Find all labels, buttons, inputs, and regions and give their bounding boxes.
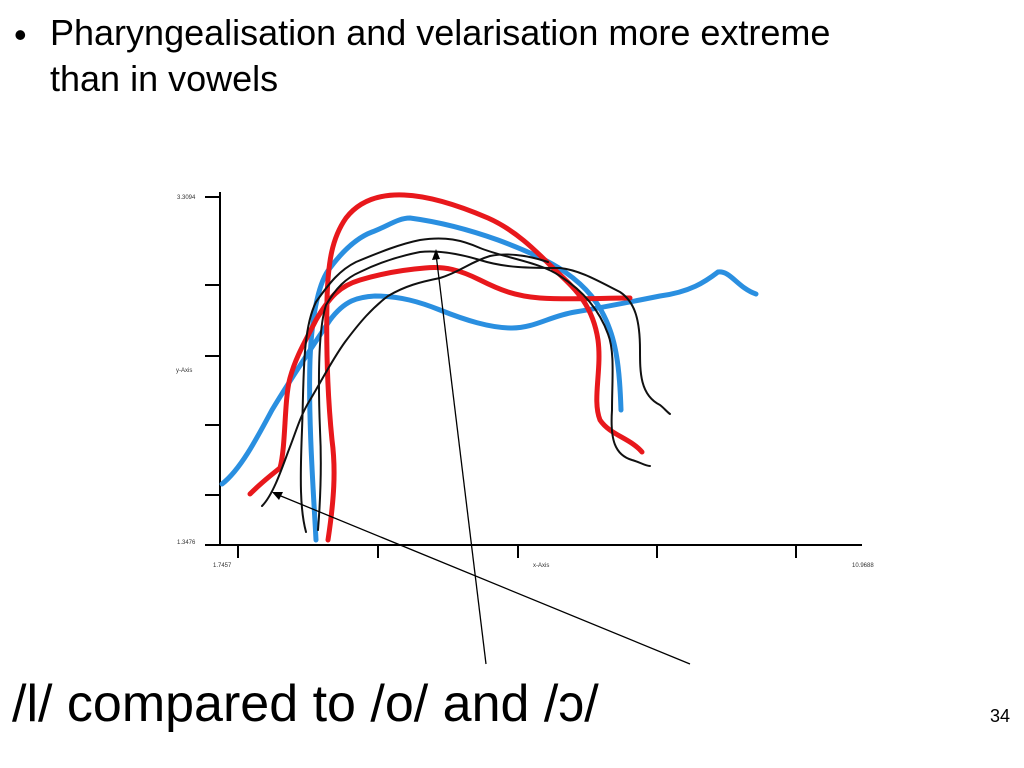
y-axis-top-label: 3.3094 [177, 195, 196, 201]
bullet-text: Pharyngealisation and velarisation more … [50, 12, 831, 99]
arrow-line-lower [275, 493, 691, 665]
black-contour-high [299, 237, 651, 533]
slide-caption: /l/ compared to /o/ and /ɔ/ [12, 675, 599, 733]
bullet-marker: • [14, 14, 27, 55]
x-axis-right-label: 10.9688 [852, 563, 874, 569]
y-axis-bottom-label: 1.3476 [177, 540, 196, 546]
red-contour-high [324, 192, 645, 543]
bullet-list: • Pharyngealisation and velarisation mor… [14, 10, 914, 102]
x-axis-label: x-Axis [533, 563, 549, 569]
bullet-item: • Pharyngealisation and velarisation mor… [14, 10, 914, 102]
arrow-line-upper [435, 253, 487, 665]
black-contour-low [261, 253, 549, 507]
black-contour-mid [317, 250, 671, 531]
slide-number: 34 [989, 706, 1010, 726]
y-axis-label: y-Axis [176, 368, 192, 374]
y-axis-ticks [205, 196, 220, 496]
x-axis-ticks [237, 545, 797, 558]
arrowhead-lower [272, 492, 283, 500]
arrowhead-upper [432, 249, 440, 260]
red-contour-low [247, 265, 633, 497]
x-axis-left-label: 1.7457 [213, 563, 232, 569]
